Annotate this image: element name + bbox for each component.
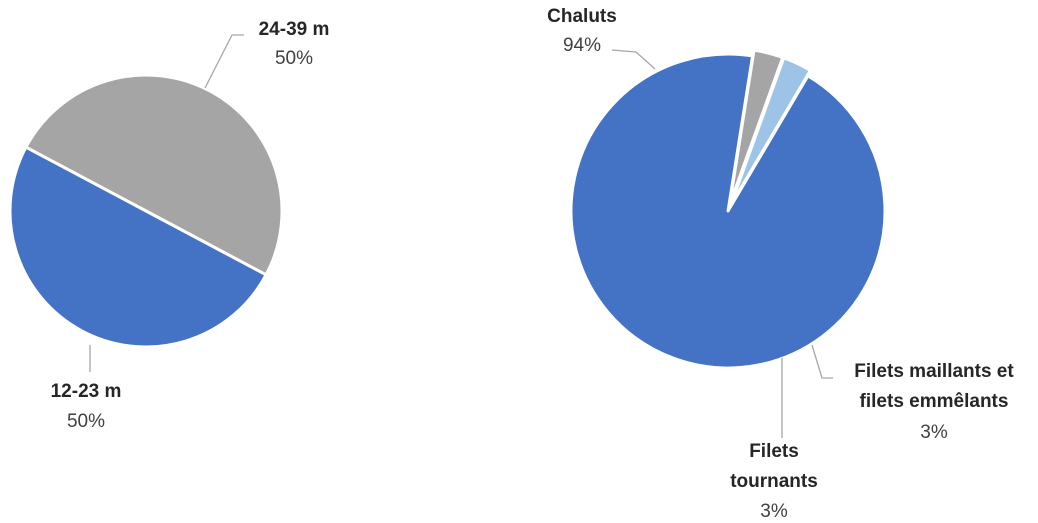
label-12-23-m: 12-23 m xyxy=(51,381,122,402)
leader-filets-maillants xyxy=(811,344,833,379)
label-24-39-m: 24-39 m xyxy=(259,19,330,40)
pie-chart-length: 24-39 m 50% 12-23 m 50% xyxy=(8,19,330,432)
pie-slice-filets-tournants xyxy=(729,56,812,208)
pie2-slices xyxy=(569,48,887,370)
pie-slice-chaluts xyxy=(569,52,887,370)
leader-24-39 xyxy=(204,34,244,89)
value-24-39-m: 50% xyxy=(275,48,313,69)
value-12-23-m: 50% xyxy=(67,411,105,432)
label-filets-tournants-line1: Filets xyxy=(749,441,799,462)
value-filets-tournants: 3% xyxy=(760,501,788,522)
pie-slice-12-23-m xyxy=(8,145,268,349)
label-filets-tournants-line2: tournants xyxy=(730,471,818,492)
leader-chaluts xyxy=(611,49,656,70)
pie1-slices xyxy=(8,73,284,349)
value-filets-maillants: 3% xyxy=(920,422,948,443)
value-chaluts: 94% xyxy=(563,35,601,56)
label-filets-maillants-line1: Filets maillants et xyxy=(854,361,1014,382)
pie-chart-gear: Chaluts 94% Filets maillants et filets e… xyxy=(547,6,1014,522)
pie-slice-24-39-m xyxy=(24,73,284,277)
label-chaluts: Chaluts xyxy=(547,6,617,27)
label-filets-maillants-line2: filets emmêlants xyxy=(860,391,1009,412)
